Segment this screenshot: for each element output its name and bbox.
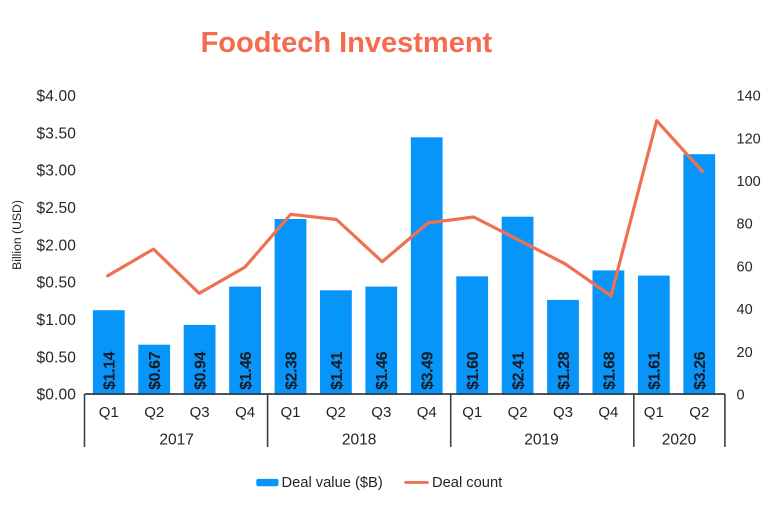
svg-text:$0.50: $0.50 <box>36 349 76 366</box>
svg-text:Billion (USD): Billion (USD) <box>10 200 24 270</box>
svg-text:2019: 2019 <box>524 432 558 449</box>
svg-text:Q4: Q4 <box>417 404 437 421</box>
svg-text:$2.00: $2.00 <box>36 237 76 254</box>
svg-text:0: 0 <box>737 387 745 403</box>
svg-text:$1.14: $1.14 <box>102 351 119 390</box>
svg-text:Q2: Q2 <box>689 404 709 421</box>
svg-text:$2.38: $2.38 <box>283 351 300 390</box>
svg-text:120: 120 <box>737 131 761 147</box>
svg-text:$1.41: $1.41 <box>329 351 346 390</box>
svg-text:$2.50: $2.50 <box>36 200 76 217</box>
svg-text:$1.68: $1.68 <box>601 351 618 390</box>
svg-text:Q3: Q3 <box>553 404 573 421</box>
svg-text:Q2: Q2 <box>326 404 346 421</box>
svg-text:$0.67: $0.67 <box>147 351 164 390</box>
svg-text:Q4: Q4 <box>598 404 618 421</box>
svg-text:Q3: Q3 <box>190 404 210 421</box>
svg-text:$1.28: $1.28 <box>556 351 573 390</box>
svg-text:$0.50: $0.50 <box>36 275 76 292</box>
svg-text:Q1: Q1 <box>644 404 664 421</box>
svg-text:$1.46: $1.46 <box>238 351 255 390</box>
svg-text:$3.50: $3.50 <box>36 125 76 142</box>
svg-text:Q1: Q1 <box>280 404 300 421</box>
svg-text:80: 80 <box>737 217 753 233</box>
svg-text:$4.00: $4.00 <box>36 88 76 105</box>
svg-text:140: 140 <box>737 89 761 105</box>
svg-text:$0.94: $0.94 <box>192 351 209 390</box>
svg-text:$3.49: $3.49 <box>420 351 437 390</box>
svg-text:Q3: Q3 <box>371 404 391 421</box>
svg-text:$1.46: $1.46 <box>374 351 391 390</box>
svg-text:$2.41: $2.41 <box>510 351 527 390</box>
svg-text:Deal count: Deal count <box>432 475 502 491</box>
svg-text:$3.26: $3.26 <box>692 351 709 390</box>
svg-text:$0.00: $0.00 <box>36 387 76 404</box>
svg-text:2017: 2017 <box>159 432 193 449</box>
svg-text:$1.60: $1.60 <box>465 351 482 390</box>
svg-text:40: 40 <box>737 302 753 318</box>
svg-text:2020: 2020 <box>662 432 697 449</box>
svg-text:Foodtech Investment: Foodtech Investment <box>201 27 493 59</box>
svg-text:100: 100 <box>737 174 761 190</box>
svg-text:Q2: Q2 <box>144 404 164 421</box>
svg-text:$1.00: $1.00 <box>36 312 76 329</box>
svg-text:Q1: Q1 <box>99 404 119 421</box>
svg-text:Q1: Q1 <box>462 404 482 421</box>
svg-text:Q2: Q2 <box>508 404 528 421</box>
svg-text:$1.61: $1.61 <box>647 351 664 390</box>
svg-text:60: 60 <box>737 259 753 275</box>
svg-text:Deal value ($B): Deal value ($B) <box>282 475 383 491</box>
svg-text:2018: 2018 <box>342 432 376 449</box>
svg-text:20: 20 <box>737 345 753 361</box>
svg-text:$3.00: $3.00 <box>36 163 76 180</box>
svg-text:Q4: Q4 <box>235 404 255 421</box>
